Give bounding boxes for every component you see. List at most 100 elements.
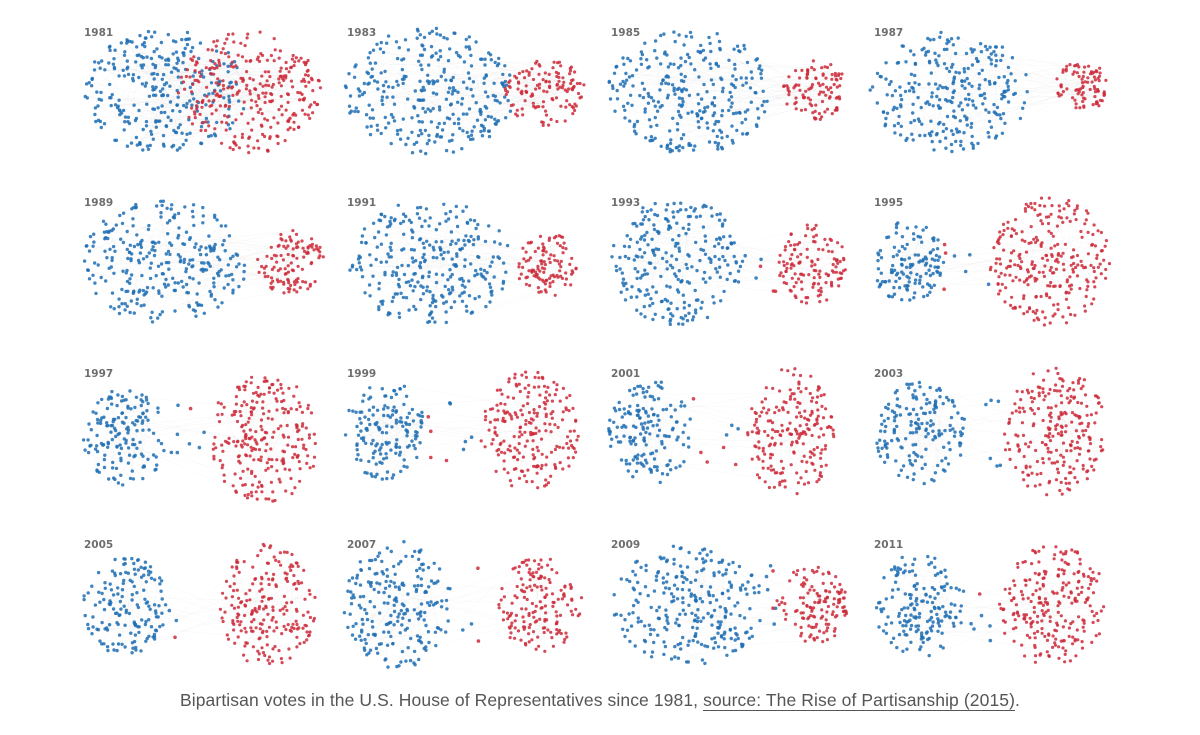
edge [436,243,457,275]
democrat-node [168,252,172,257]
democrat-node [469,53,473,58]
democrat-node [431,106,435,111]
democrat-node [135,297,139,301]
democrat-node [168,241,172,245]
democrat-node [883,279,887,284]
republican-node [315,247,319,251]
republican-node [195,107,199,111]
democrat-node [695,268,699,273]
democrat-node [702,82,706,87]
republican-node [269,53,273,58]
democrat-node [165,221,170,225]
democrat-node [640,52,645,57]
democrat-node [152,49,156,54]
edge [349,112,426,154]
democrat-node [504,83,509,87]
edge [458,106,566,120]
republican-node [811,111,815,115]
democrat-node [156,264,161,268]
republican-node [806,96,810,100]
edge [384,216,410,311]
democrat-node [916,117,921,121]
republican-node [1014,275,1018,279]
democrat-node [119,237,123,241]
democrat-node [90,84,94,88]
democrat-node [936,63,940,68]
edge [1018,255,1064,318]
democrat-node [449,78,453,82]
edge [557,62,582,98]
republican-node [1073,313,1077,317]
democrat-node [740,259,745,263]
democrat-node [455,252,459,256]
democrat-node [128,243,132,247]
democrat-node [456,238,461,242]
edge [180,85,282,125]
democrat-node [682,79,686,84]
edge [728,101,823,111]
edge [251,449,256,496]
democrat-node [928,264,933,268]
republican-node [1050,204,1054,208]
democrat-node [732,279,737,283]
republican-node [544,109,548,113]
democrat-node [699,247,703,252]
republican-node [246,32,250,36]
democrat-node [950,149,954,154]
democrat-node [681,100,685,104]
republican-node [1000,282,1004,286]
republican-node [1056,260,1060,264]
democrat-node [119,473,123,477]
democrat-node [384,260,389,264]
democrat-node [141,56,145,60]
edge [266,266,278,280]
democrat-node [618,255,622,260]
democrat-node [480,134,485,138]
democrat-node [409,220,413,225]
republican-node [251,78,255,82]
edge [218,84,268,151]
democrat-node [125,229,129,234]
republican-node [809,86,813,90]
edge [378,287,453,310]
democrat-node [442,121,447,126]
democrat-node [916,95,920,100]
year-label: 1991 [347,197,376,209]
democrat-node [689,205,693,210]
edge [187,69,296,116]
republican-node [302,255,306,259]
democrat-node [893,131,897,135]
democrat-node [716,119,721,124]
edge [156,205,171,255]
republican-node [1018,305,1022,309]
democrat-node [178,109,182,114]
republican-node [548,284,552,289]
democrat-node [383,214,387,219]
democrat-node [488,300,492,304]
democrat-node [666,307,670,311]
democrat-node [621,281,625,285]
republican-node [523,76,527,80]
republican-node [1079,259,1083,263]
democrat-node [477,295,481,299]
democrat-node [623,108,627,113]
democrat-node [433,140,437,144]
democrat-node [450,285,454,289]
democrat-node [129,141,134,145]
democrat-node [627,245,631,249]
republican-node [254,100,258,104]
edge [898,97,1084,124]
edge [549,240,561,246]
democrat-node [952,109,956,113]
democrat-node [88,444,92,448]
republican-node [550,97,554,101]
democrat-node [150,35,154,39]
democrat-node [412,142,416,146]
republican-node [1098,71,1102,75]
republican-node [231,32,235,36]
republican-node [300,79,304,83]
democrat-node [169,207,173,211]
democrat-node [673,272,677,276]
democrat-node [638,289,642,293]
republican-node [231,65,236,69]
